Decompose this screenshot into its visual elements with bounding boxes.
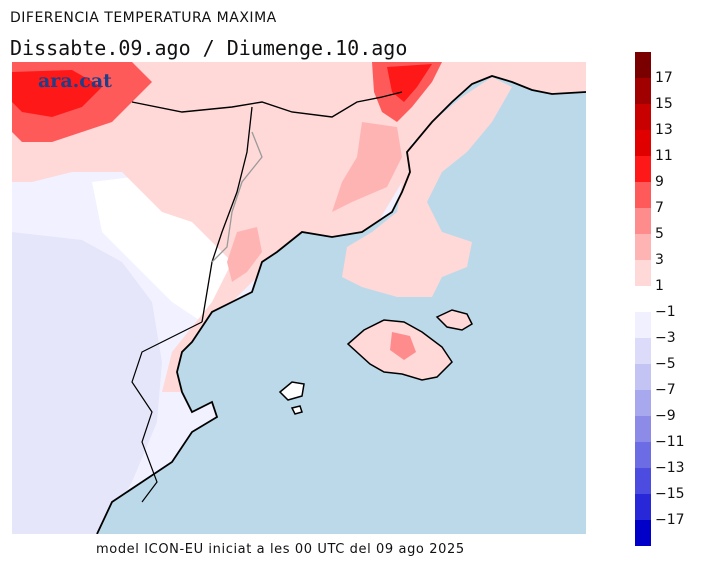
color-scale-label: −7 [655, 382, 676, 398]
color-swatch-positive [635, 156, 651, 182]
color-scale-label: −15 [655, 486, 685, 502]
hot-spot-northwest-core [12, 70, 102, 117]
warm-plume-sea [342, 77, 512, 297]
color-swatch-positive [635, 234, 651, 260]
color-scale-label: 5 [655, 226, 664, 242]
color-swatch-negative [635, 338, 651, 364]
color-scale-label: 9 [655, 174, 664, 190]
color-swatch-positive [635, 78, 651, 104]
color-scale-label: −17 [655, 512, 685, 528]
color-scale-label: −13 [655, 460, 685, 476]
color-swatch-negative [635, 442, 651, 468]
color-swatch-positive [635, 52, 651, 78]
color-swatch-negative [635, 390, 651, 416]
mallorca-warm-spot [390, 332, 416, 360]
color-scale-label: −5 [655, 356, 676, 372]
negative-anomaly-patch [12, 232, 162, 534]
color-swatch-negative [635, 468, 651, 494]
color-swatch-negative [635, 416, 651, 442]
coastline [96, 75, 586, 534]
color-scale-label: 17 [655, 70, 673, 86]
warm-patch-girona [332, 122, 402, 212]
color-swatch-positive [635, 182, 651, 208]
warm-band-north [12, 62, 586, 392]
warm-patch-coast [227, 227, 262, 282]
color-scale-label: 11 [655, 148, 673, 164]
border-france-spain [131, 91, 403, 118]
ara-cat-logo: ara.cat [38, 70, 112, 92]
map-subtitle: Dissabte.09.ago / Diumenge.10.ago [10, 36, 408, 60]
formentera-island [290, 405, 303, 415]
menorca-island [435, 309, 473, 331]
border-internal [211, 131, 263, 263]
color-scale-label: 13 [655, 122, 673, 138]
model-footer: model ICON-EU iniciat a les 00 UTC del 0… [96, 542, 465, 557]
color-scale-bar [635, 52, 651, 546]
color-scale-label: 15 [655, 96, 673, 112]
color-scale-label: −3 [655, 330, 676, 346]
color-swatch-positive [635, 130, 651, 156]
ibiza-island [278, 381, 305, 401]
temperature-difference-map [12, 62, 586, 534]
color-swatch-positive [635, 208, 651, 234]
map-title: DIFERENCIA TEMPERATURA MAXIMA [10, 10, 277, 26]
color-swatch-negative [635, 312, 651, 338]
color-swatch-negative [635, 364, 651, 390]
sea [97, 76, 586, 534]
border-valencia [131, 321, 203, 503]
color-swatch-negative [635, 494, 651, 520]
color-scale-label: −11 [655, 434, 685, 450]
color-scale-label: −1 [655, 304, 676, 320]
color-swatch-negative [635, 520, 651, 546]
color-swatch-positive [635, 260, 651, 286]
border-aragon-catalonia [201, 106, 253, 323]
color-swatch-positive [635, 104, 651, 130]
color-scale-label: 3 [655, 252, 664, 268]
color-scale-label: 7 [655, 200, 664, 216]
color-scale-label: −9 [655, 408, 676, 424]
color-scale-label: 1 [655, 278, 664, 294]
